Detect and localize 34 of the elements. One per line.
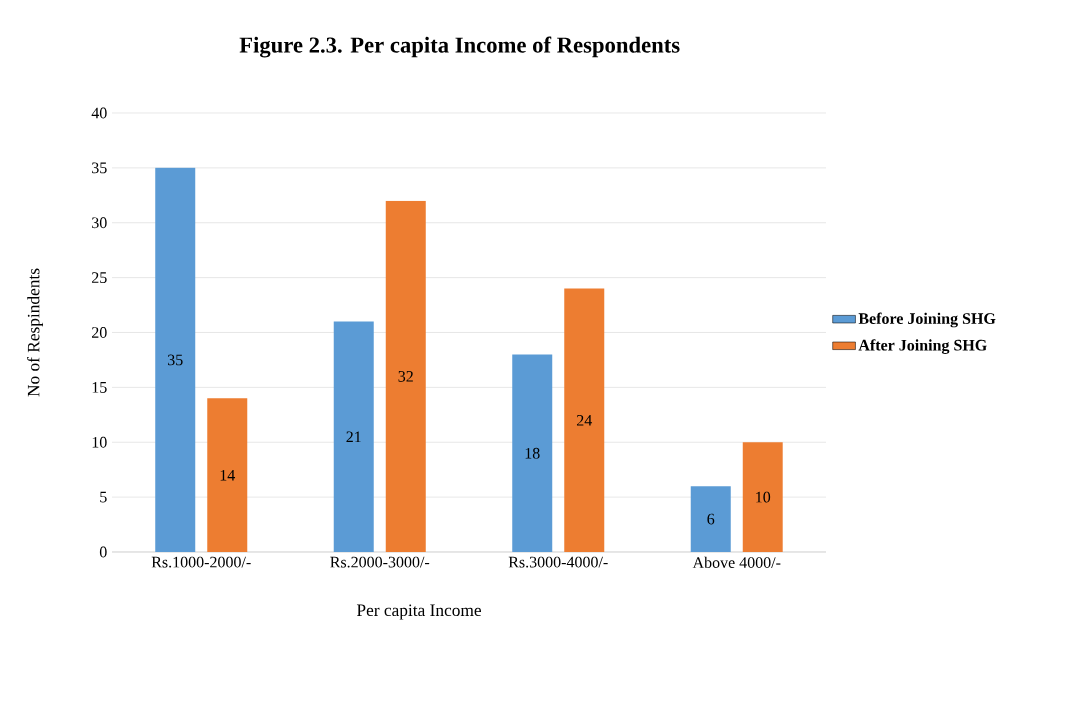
y-axis-title: No of Respindents: [27, 268, 43, 397]
data-label: 32: [398, 371, 413, 382]
data-label: 18: [525, 447, 540, 459]
chart-title: Figure 2.3. Per capita Income of Respondents: [239, 36, 680, 58]
data-label: 6: [707, 513, 715, 525]
y-tick-label: 25: [92, 272, 107, 283]
x-tick-label: Rs.1000-2000/-: [151, 556, 251, 568]
y-tick-label: 15: [92, 382, 107, 393]
data-label: 14: [220, 469, 236, 481]
bar: [742, 442, 783, 552]
bar: [564, 288, 605, 552]
bar: [385, 200, 426, 552]
x-tick-label: Rs.2000-3000/-: [330, 556, 430, 568]
bar: [690, 486, 731, 552]
x-tick-label: Rs.3000-4000/-: [508, 556, 608, 568]
y-tick-label: 10: [92, 436, 107, 448]
y-tick-label: 20: [92, 327, 107, 338]
bar: [333, 321, 374, 552]
data-label: 10: [756, 491, 771, 503]
data-label: 24: [576, 414, 593, 426]
x-tick-label: Above 4000/-: [692, 556, 781, 568]
bar: [512, 354, 553, 552]
legend-label: Before Joining SHG: [858, 312, 996, 328]
data-label: 21: [346, 431, 361, 443]
y-tick-label: 40: [91, 107, 107, 119]
y-tick-label: 5: [100, 491, 107, 503]
data-label: 35: [168, 354, 183, 366]
legend-label: After Joining SHG: [858, 339, 987, 354]
x-axis-title: Per capita Income: [356, 604, 481, 620]
y-tick-label: 35: [92, 162, 107, 174]
y-tick-label: 30: [92, 217, 107, 229]
bar: [207, 398, 248, 552]
y-tick-label: 0: [99, 546, 107, 558]
bar: [155, 167, 196, 552]
